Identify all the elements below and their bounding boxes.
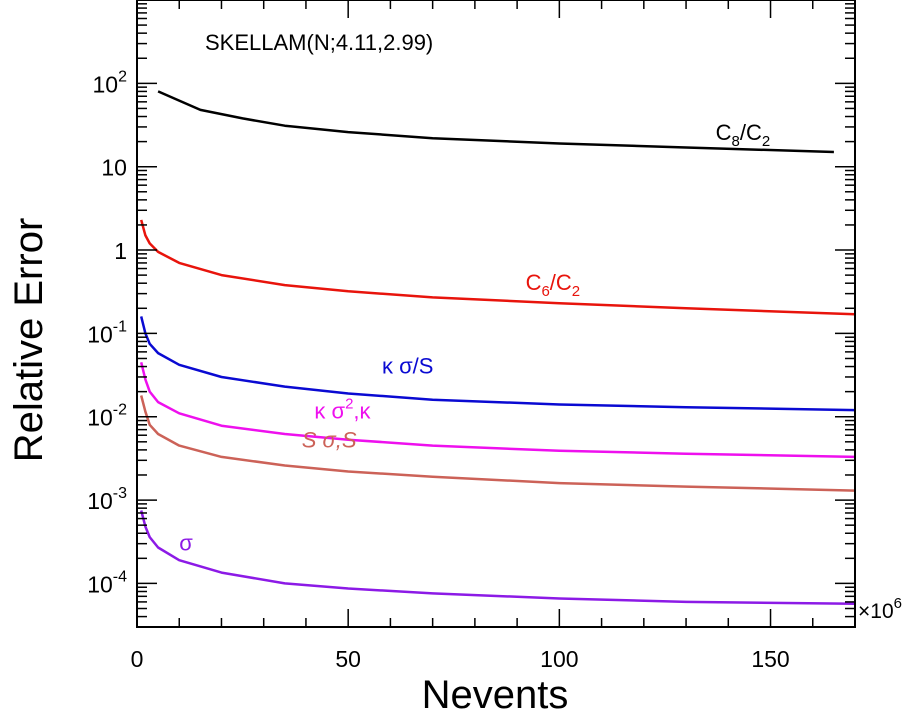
y-tick-label: 10-1 xyxy=(87,318,127,347)
x-multiplier-label: ×106 xyxy=(858,595,902,623)
y-tick-label: 10-2 xyxy=(87,402,127,431)
y-tick-label: 10 xyxy=(101,155,127,181)
series-line xyxy=(139,395,856,492)
x-tick-label: 150 xyxy=(751,646,789,672)
series-layer xyxy=(139,90,856,606)
chart-title: SKELLAM(N;4.11,2.99) xyxy=(205,30,433,55)
series-label: C6/C2 xyxy=(526,270,581,300)
y-tick-label: 1 xyxy=(114,238,127,264)
series-line xyxy=(139,362,856,459)
y-tick-label: 102 xyxy=(93,68,128,97)
axes-layer: 0 50 100 150 10-4 10-3 10-2 10-1 1 10 102 xyxy=(87,0,856,672)
x-tick-label: 50 xyxy=(335,646,361,672)
series-label: S σ,S xyxy=(302,427,357,452)
series-line xyxy=(139,219,856,316)
y-tick-label: 10-3 xyxy=(87,485,127,514)
series-line xyxy=(157,90,834,154)
plot-frame xyxy=(136,0,856,628)
x-tick-label: 0 xyxy=(131,646,144,672)
series-label: σ xyxy=(179,530,193,555)
series-line xyxy=(139,510,856,606)
y-tick-label: 10-4 xyxy=(87,568,127,597)
y-axis-label: Relative Error xyxy=(7,218,51,463)
x-tick-label: 100 xyxy=(540,646,578,672)
x-axis-label: Nevents xyxy=(422,673,569,717)
series-label: C8/C2 xyxy=(716,120,771,150)
series-label: κ σ/S xyxy=(382,354,433,379)
series-line xyxy=(139,316,856,412)
label-layer: C8/C2 C6/C2 κ σ/S κ σ2,κ S σ,S σ xyxy=(179,120,770,555)
series-label: κ σ2,κ xyxy=(314,396,371,424)
